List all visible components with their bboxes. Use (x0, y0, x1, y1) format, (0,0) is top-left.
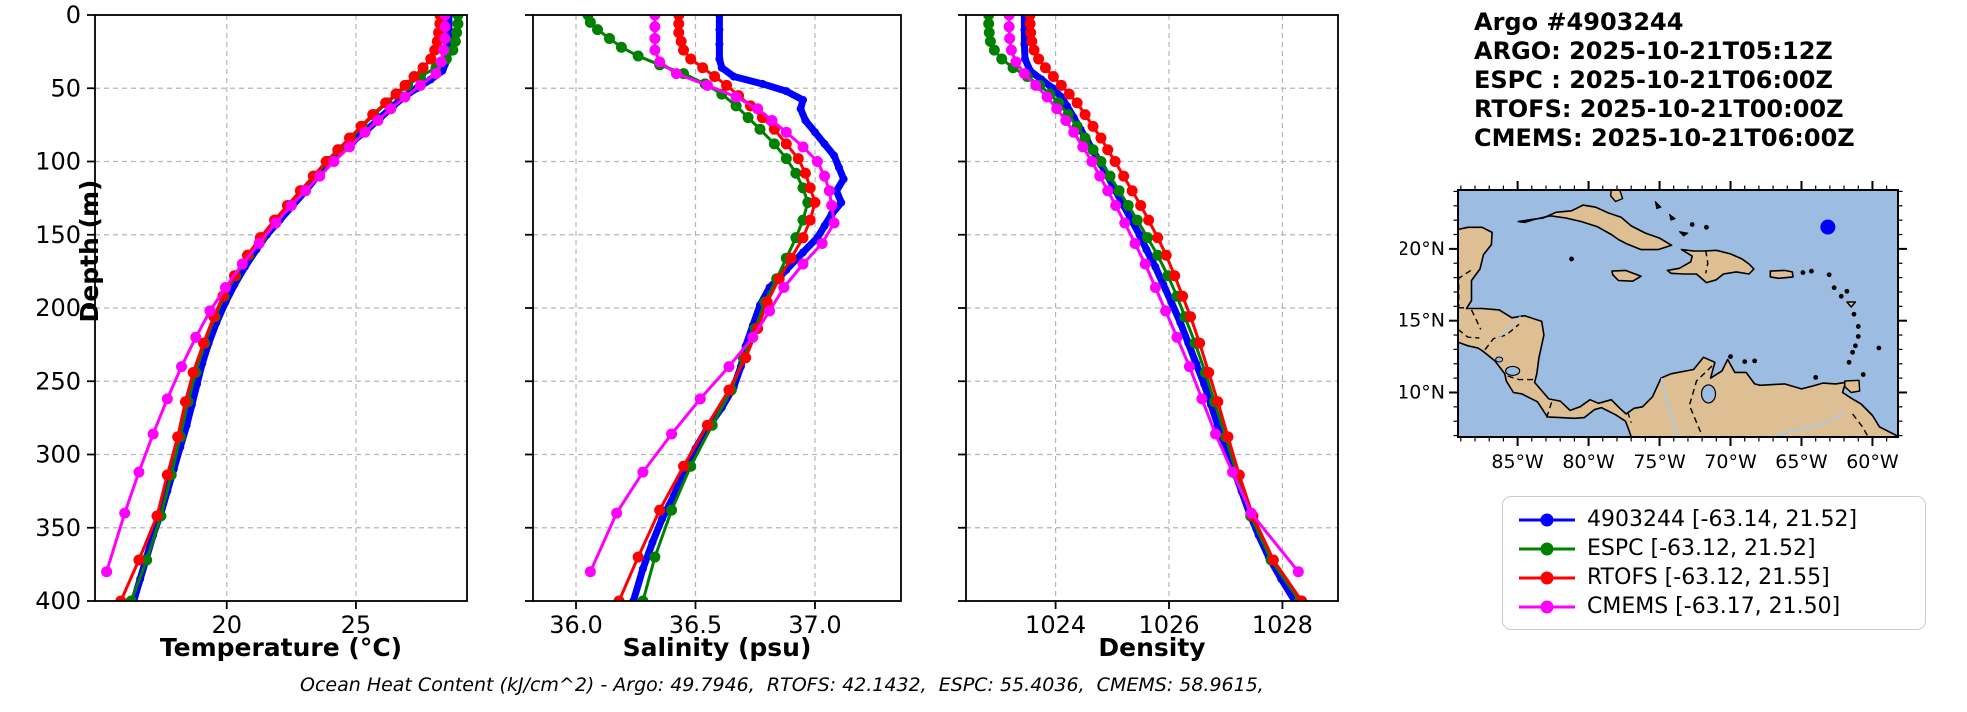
island-dot (1846, 359, 1852, 365)
title-argo-time: ARGO: 2025-10-21T05:12Z (1474, 37, 1833, 65)
legend-label: 4903244 [-63.14, 21.52] (1587, 507, 1858, 532)
island-dot (1689, 222, 1695, 227)
legend: 4903244 [-63.14, 21.52] ESPC [-63.12, 21.… (1502, 496, 1926, 630)
island-dot (1813, 375, 1819, 380)
legend-line-marker-icon (1519, 542, 1575, 555)
density-axis-title: Density (1098, 633, 1206, 662)
title-cmems-time: CMEMS: 2025-10-21T06:00Z (1474, 124, 1855, 152)
title-block: Argo #4903244 ARGO: 2025-10-21T05:12Z ES… (1474, 8, 1855, 153)
series-CMEMS (1003, 15, 1304, 578)
map-lat-tick-label: 10°N (1400, 381, 1445, 403)
profile-plot-density: 1024 1026 1028 (958, 14, 1339, 639)
x-tick-label: 37.0 (788, 611, 841, 639)
island-dot (1853, 343, 1858, 349)
location-map: 85°W 80°W 75°W 70°W 65°W 60°W 20°N 15°N 10°N (1400, 181, 1907, 473)
island-dot (1703, 224, 1709, 230)
x-tick-label: 36.0 (549, 611, 602, 639)
legend-label: RTOFS [-63.12, 21.55] (1587, 565, 1830, 590)
title-rtofs-time: RTOFS: 2025-10-21T00:00Z (1474, 95, 1844, 123)
title-espc-time: ESPC : 2025-10-21T06:00Z (1474, 66, 1833, 94)
legend-label: CMEMS [-63.17, 21.50] (1587, 594, 1841, 619)
island-dot (1809, 268, 1814, 274)
depth-tick-label: 300 (35, 441, 81, 469)
map-land (1458, 190, 1898, 437)
series-CMEMS (101, 15, 451, 578)
map-lon-tick-label: 75°W (1633, 451, 1686, 473)
island-dot (1855, 334, 1861, 339)
map-lon-tick-label: 65°W (1775, 451, 1828, 473)
island-dot (1569, 256, 1574, 262)
x-tick-label: 36.5 (669, 611, 722, 639)
island-dot (1838, 293, 1844, 299)
map-lon-tick-label: 60°W (1846, 451, 1899, 473)
legend-line-marker-icon (1519, 571, 1575, 584)
map-lon-tick-label: 85°W (1491, 451, 1544, 473)
island-dot (1826, 272, 1832, 278)
depth-tick-label: 250 (35, 367, 81, 395)
island-dot (1860, 372, 1866, 377)
temperature-axis-title: Temperature (°C) (159, 633, 403, 662)
island-dot (1752, 358, 1758, 364)
depth-tick-label: 400 (35, 587, 81, 615)
profile-plot-salinity: 36.0 36.5 37.0 (525, 14, 902, 639)
ohc-caption: Ocean Heat Content (kJ/cm^2) - Argo: 49.… (300, 674, 1264, 696)
salinity-axis-title: Salinity (psu) (622, 633, 812, 662)
island-dot (1855, 324, 1861, 329)
depth-tick-label: 350 (35, 514, 81, 542)
series-RTOFS (1024, 15, 1308, 601)
legend-label: ESPC [-63.12, 21.52] (1587, 536, 1816, 561)
series-RTOFS (115, 15, 446, 601)
map-lon-tick-label: 70°W (1704, 451, 1757, 473)
x-tick-label: 1024 (1025, 611, 1086, 639)
depth-tick-label: 200 (35, 294, 81, 322)
island-dot (1844, 288, 1850, 294)
y-axis-label: Depth (m) (74, 179, 104, 323)
x-tick-label: 20 (211, 611, 242, 639)
island-dot (1851, 311, 1857, 317)
map-lat-tick-label: 20°N (1400, 238, 1445, 260)
legend-item: CMEMS [-63.17, 21.50] (1515, 592, 1913, 621)
legend-item: RTOFS [-63.12, 21.55] (1515, 563, 1913, 592)
island-dot (1742, 359, 1748, 365)
island-dot (1850, 349, 1855, 355)
legend-item: 4903244 [-63.14, 21.52] (1515, 505, 1913, 534)
float-location-dot (1820, 219, 1836, 235)
legend-line-marker-icon (1519, 600, 1575, 613)
x-tick-label: 1026 (1138, 611, 1199, 639)
depth-tick-label: 50 (50, 74, 81, 102)
series-RTOFS (613, 15, 821, 601)
series-CMEMS (584, 15, 840, 578)
island-dot (1800, 270, 1806, 275)
island-dot (1728, 354, 1733, 359)
depth-tick-label: 100 (35, 148, 81, 176)
island-dot (1831, 285, 1837, 291)
legend-line-marker-icon (1519, 513, 1575, 526)
x-tick-label: 25 (341, 611, 372, 639)
legend-item: ESPC [-63.12, 21.52] (1515, 534, 1913, 563)
map-lon-tick-label: 80°W (1562, 451, 1615, 473)
title-float-id: Argo #4903244 (1474, 8, 1684, 36)
depth-tick-label: 150 (35, 221, 81, 249)
depth-tick-label: 0 (66, 1, 81, 29)
map-lat-tick-label: 15°N (1400, 310, 1445, 332)
island-dot (1876, 345, 1882, 351)
x-tick-label: 1028 (1252, 611, 1313, 639)
